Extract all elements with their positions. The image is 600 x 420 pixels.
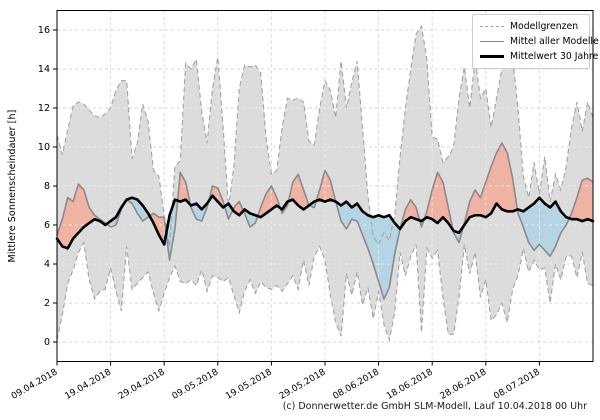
y-tick-label: 6: [44, 220, 50, 231]
legend-label: Mittel aller Modelle: [510, 36, 599, 47]
gray-line-icon: [480, 41, 504, 42]
copyright-footer: (c) Donnerwetter.de GmbH SLM-Modell, Lau…: [282, 401, 587, 412]
x-tick-label: 28.06.2018: [439, 367, 489, 402]
legend-label: Modellgrenzen: [510, 21, 579, 32]
fill-mean-below-climate: [57, 195, 593, 300]
legend-item-mittel-aller-modelle: Mittel aller Modelle: [480, 34, 599, 49]
y-tick-label: 10: [38, 142, 50, 153]
y-tick-label: 16: [38, 25, 50, 36]
x-tick-label: 29.05.2018: [278, 367, 328, 402]
x-tick-label: 08.07.2018: [492, 367, 542, 402]
y-tick-label: 14: [38, 64, 50, 75]
y-tick-label: 2: [44, 298, 50, 309]
y-tick-label: 12: [38, 103, 50, 114]
x-tick-label: 18.06.2018: [385, 367, 435, 402]
plot-frame: [53, 10, 594, 366]
y-tick-label: 8: [44, 181, 50, 192]
anomaly-fills: [57, 143, 593, 300]
black-line-icon: [480, 55, 504, 58]
legend-item-mittelwert-30-jahre: Mittelwert 30 Jahre: [480, 49, 598, 64]
legend-label: Mittelwert 30 Jahre: [510, 51, 599, 62]
x-axis-tick-labels: 09.04.2018 19.04.2018 29.04.2018 09.05.2018…: [10, 367, 542, 402]
fill-mean-above-climate: [57, 143, 593, 249]
climate-mean-line: [55, 194, 595, 250]
y-tick-label: 4: [44, 259, 50, 270]
dashed-line-icon: [480, 26, 504, 27]
x-tick-label: 09.05.2018: [171, 367, 221, 402]
x-tick-label: 08.06.2018: [331, 367, 381, 402]
y-tick-label: 0: [44, 337, 50, 348]
x-tick-label: 19.05.2018: [224, 367, 274, 402]
x-tick-label: 09.04.2018: [10, 367, 60, 402]
y-axis-label: Mittlere Sonnenscheindauer [h]: [7, 109, 18, 263]
legend: Modellgrenzen Mittel aller Modelle Mitte…: [472, 14, 599, 69]
y-axis-tick-labels: 0 2 4 6 8 10 12 14 16: [38, 25, 50, 348]
model-mean-line: [56, 142, 594, 300]
x-tick-label: 19.04.2018: [63, 367, 113, 402]
legend-item-modellgrenzen: Modellgrenzen: [480, 19, 582, 34]
x-tick-label: 29.04.2018: [117, 367, 167, 402]
model-bound-lines: [56, 24, 594, 343]
